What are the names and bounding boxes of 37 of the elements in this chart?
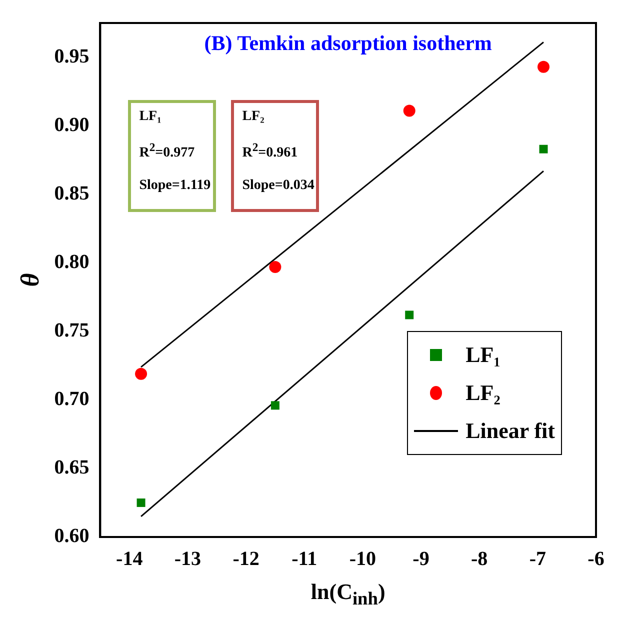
y-tick-label: 0.90 — [54, 114, 90, 136]
annotation: Slope=1.119 — [139, 178, 212, 194]
x-tick-label: -9 — [412, 548, 430, 570]
y-tick-label: 0.85 — [54, 182, 90, 205]
point — [405, 310, 414, 320]
legend-label: LF₂ — [466, 380, 500, 406]
x-tick-label: -6 — [588, 548, 604, 570]
x-tick-label: -12 — [232, 548, 260, 570]
y-axis-title: θ — [15, 272, 44, 287]
annotation: LF₂ — [242, 109, 266, 125]
y-tick-label: 0.70 — [54, 388, 90, 410]
point — [403, 104, 416, 117]
y-tick-label: 0.95 — [54, 45, 90, 68]
annotation: R$^{2}$=0.961 — [242, 141, 299, 162]
point — [538, 60, 550, 73]
point — [135, 368, 148, 380]
x-tick-label: -8 — [471, 548, 488, 570]
point — [269, 260, 282, 273]
y-tick-label: 0.75 — [54, 320, 90, 342]
annotation: R$^{2}$=0.977 — [139, 141, 196, 162]
legend-label: Linear fit — [466, 418, 555, 444]
point — [136, 498, 146, 507]
point — [539, 144, 548, 154]
x-tick-label: -7 — [529, 548, 546, 570]
annotation: Slope=0.034 — [242, 178, 316, 194]
x-tick-label: -13 — [174, 548, 202, 570]
legend-label: LF₁ — [466, 342, 500, 368]
point — [270, 401, 280, 410]
y-tick-label: 0.80 — [54, 251, 90, 274]
x-tick-label: -10 — [349, 548, 376, 570]
chart-title: (B) Temkin adsorption isotherm — [203, 31, 493, 56]
x-tick-label: -14 — [116, 548, 143, 570]
x-axis-title: ln(C$_{inh}$) — [310, 579, 386, 610]
y-tick-label: 0.60 — [54, 525, 90, 548]
y-tick-label: 0.65 — [54, 456, 90, 479]
x-tick-label: -11 — [292, 548, 318, 570]
annotation: LF₁ — [139, 109, 162, 125]
